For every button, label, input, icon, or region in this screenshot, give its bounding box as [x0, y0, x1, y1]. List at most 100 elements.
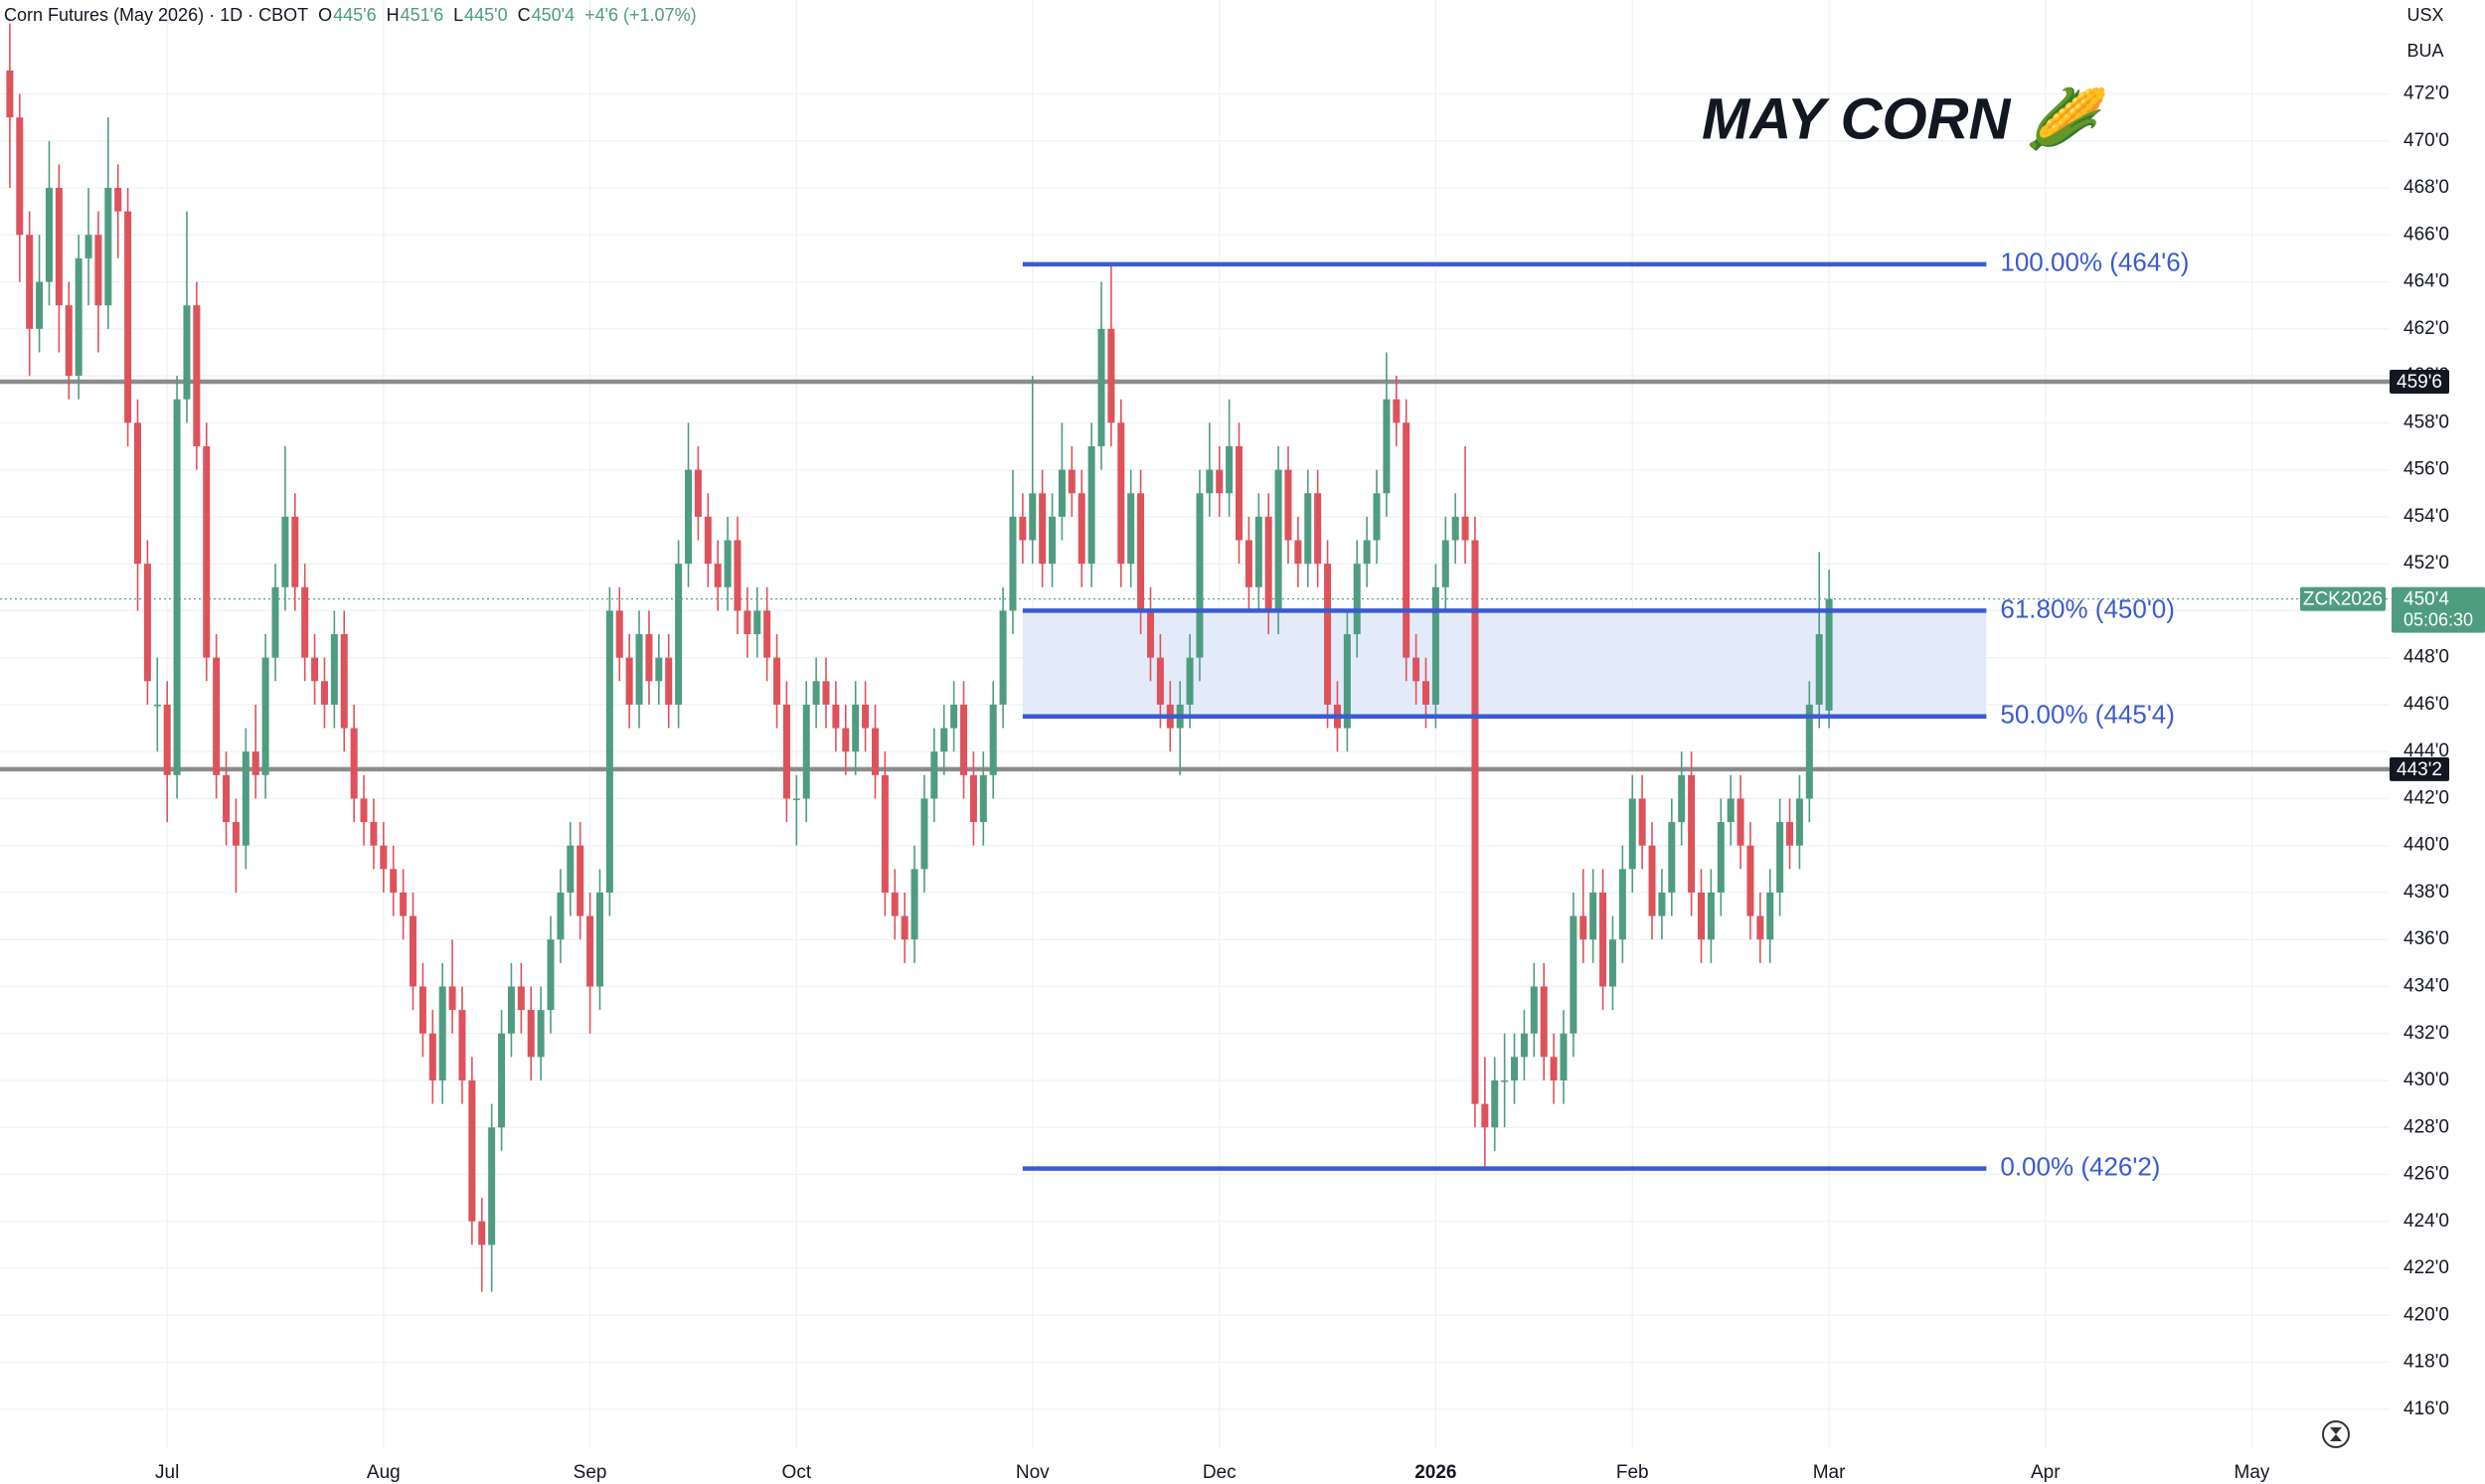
candle-body — [507, 986, 515, 1034]
icon — [2330, 1427, 2342, 1441]
candle-body — [1688, 774, 1696, 893]
candle-body — [999, 610, 1007, 705]
candle-body — [1638, 798, 1646, 846]
candle-body — [193, 305, 201, 446]
candle-body — [527, 1010, 535, 1058]
candle-body — [930, 751, 938, 799]
header-value: 445'0 — [464, 5, 507, 25]
candle-body — [1570, 915, 1577, 1034]
candle-body — [1471, 540, 1479, 1104]
candle-body — [223, 774, 231, 823]
y-tick-label: 422'0 — [2403, 1257, 2449, 1278]
candle-body — [753, 610, 761, 635]
header-value: 451'6 — [401, 5, 443, 25]
candle-body — [488, 1127, 496, 1245]
header-key: C — [518, 5, 531, 25]
candle-body — [104, 188, 112, 306]
y-tick-label: 432'0 — [2403, 1023, 2449, 1044]
candle-body — [1776, 822, 1784, 893]
candle-body — [792, 798, 800, 800]
fib-zone — [1022, 610, 1987, 717]
candle-body — [36, 281, 44, 329]
candle-body — [577, 845, 584, 916]
candle-body — [1491, 1080, 1499, 1128]
candle-body — [400, 892, 408, 916]
candle-body — [1412, 657, 1420, 682]
candle-body — [911, 869, 918, 940]
candle-body — [1756, 915, 1764, 940]
symbol-tag — [2300, 586, 2386, 611]
candle-body — [920, 798, 928, 870]
candle-body — [832, 704, 840, 729]
candle-body — [94, 235, 102, 306]
candle-body — [1451, 516, 1459, 541]
icon — [2322, 1420, 2350, 1448]
candle-body — [567, 845, 575, 893]
candle-body — [537, 1010, 545, 1058]
candle-body — [685, 469, 693, 565]
candle-body — [1766, 892, 1774, 940]
candle-body — [1009, 516, 1017, 611]
candle-body — [1795, 798, 1803, 846]
header-key: H — [387, 5, 400, 25]
header-change: +4'6 (+1.07%) — [584, 5, 697, 25]
candle-body — [625, 657, 633, 705]
candle-body — [1431, 586, 1439, 705]
candle-body — [557, 892, 565, 940]
candle-body — [438, 986, 446, 1081]
candle-body — [65, 305, 73, 377]
x-tick-label: Dec — [1203, 1462, 1237, 1483]
y-tick-label: 428'0 — [2403, 1116, 2449, 1137]
candle-body — [714, 564, 722, 587]
x-tick-label: Jul — [155, 1462, 179, 1483]
currency: USX — [2406, 5, 2443, 25]
candle-body — [694, 469, 702, 517]
candle-body — [1068, 469, 1076, 494]
candle-body — [1530, 986, 1538, 1034]
candle-body — [75, 257, 83, 377]
y-tick-label: 418'0 — [2403, 1352, 2449, 1373]
candle-body — [744, 610, 751, 635]
candle-body — [1304, 493, 1312, 565]
candle-body — [1441, 540, 1449, 587]
fib-label: 61.80% (450'0) — [2000, 593, 2175, 623]
candle-body — [1087, 445, 1095, 565]
candle-body — [1236, 445, 1243, 541]
candle-body — [1618, 869, 1626, 940]
x-tick-label: Mar — [1813, 1462, 1846, 1483]
candle-body — [1628, 798, 1636, 870]
candle-body — [782, 704, 790, 799]
price-tag — [2390, 756, 2449, 781]
candle-body — [1186, 657, 1194, 705]
candle-body — [153, 704, 161, 707]
y-tick-label: 456'0 — [2403, 459, 2449, 480]
candle-body — [163, 704, 171, 775]
candle-body — [1678, 774, 1686, 823]
candle-body — [134, 422, 142, 565]
candle-body — [734, 540, 742, 611]
candle-body — [242, 751, 249, 846]
candle-body — [448, 986, 456, 1011]
candle-body — [1560, 1033, 1568, 1081]
candle-body — [173, 399, 181, 775]
candle-body — [251, 751, 259, 775]
candle-body — [1294, 540, 1302, 565]
candle-body — [1461, 516, 1469, 541]
candle-body — [675, 564, 683, 705]
price-tag-label: 450'4 — [2403, 589, 2449, 610]
candle-body — [950, 704, 958, 729]
candle-body — [812, 681, 820, 705]
candle-body — [1049, 516, 1057, 565]
x-tick-label: Oct — [782, 1462, 812, 1483]
candle-body — [213, 657, 221, 775]
y-tick-label: 464'0 — [2403, 271, 2449, 292]
candle-body — [340, 634, 348, 729]
candle-body — [1520, 1033, 1528, 1058]
x-tick-label: Apr — [2031, 1462, 2061, 1483]
candle-body — [1107, 328, 1115, 423]
candle-body — [891, 892, 899, 916]
candle-body — [1658, 892, 1666, 916]
candle-body — [1196, 493, 1204, 658]
candle-body — [26, 235, 34, 329]
y-tick-label: 472'0 — [2403, 83, 2449, 104]
